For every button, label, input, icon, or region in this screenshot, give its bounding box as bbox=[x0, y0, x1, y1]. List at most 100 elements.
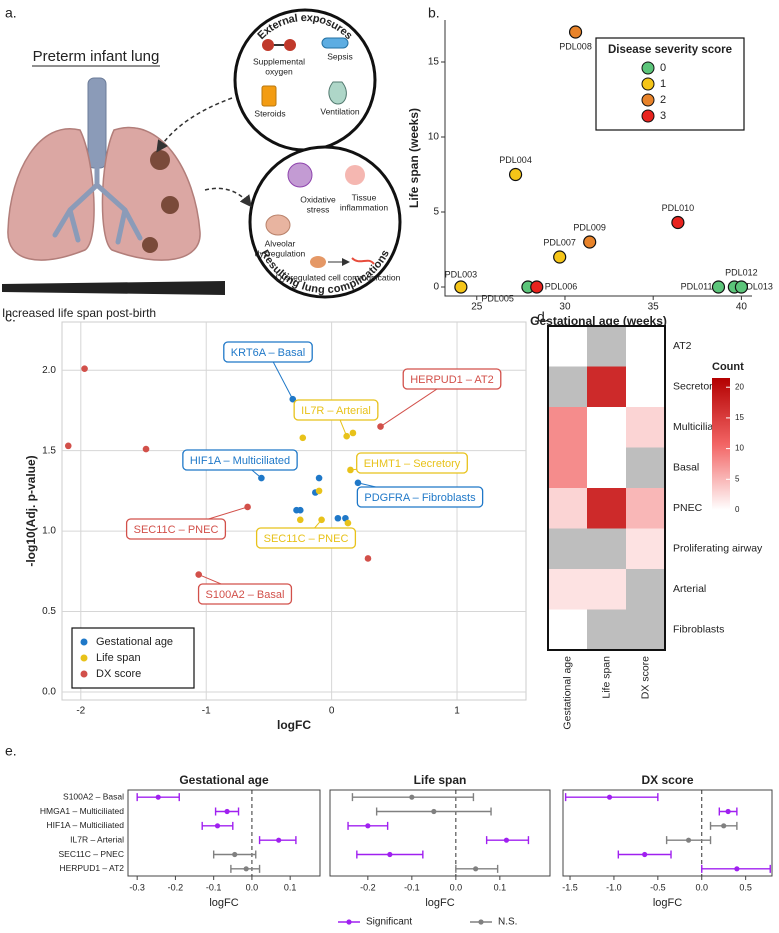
icon bbox=[345, 165, 365, 185]
estimate bbox=[503, 837, 510, 843]
dashed-arrow bbox=[156, 97, 233, 153]
lesion bbox=[142, 237, 158, 253]
complications-circle bbox=[248, 145, 402, 299]
lesion bbox=[161, 196, 179, 214]
trachea bbox=[87, 77, 107, 169]
annotation-text: SEC11C – PNEC bbox=[264, 533, 349, 545]
heat-cell bbox=[548, 569, 587, 610]
complication-item: Tissue bbox=[352, 192, 377, 202]
annotation: PDGFRA – Fibroblasts bbox=[356, 486, 484, 508]
annotation-text: PDGFRA – Fibroblasts bbox=[364, 492, 476, 504]
x-tick-label: 0.1 bbox=[284, 882, 297, 892]
legend-swatch bbox=[641, 93, 655, 107]
point-label: PDL008 bbox=[559, 41, 592, 51]
category-label: HMGA1 – Multiciliated bbox=[40, 806, 124, 816]
point bbox=[296, 506, 304, 514]
heat-cell bbox=[548, 326, 587, 367]
panel-label: c. bbox=[5, 309, 16, 325]
point bbox=[64, 442, 72, 450]
x-tick-label: 0 bbox=[329, 706, 335, 717]
annotation: KRT6A – Basal bbox=[223, 341, 313, 363]
icon bbox=[261, 85, 277, 107]
plot-frame bbox=[329, 789, 551, 877]
colorbar-tick-label: 10 bbox=[735, 444, 744, 453]
point bbox=[583, 235, 597, 249]
heat-cell bbox=[548, 447, 587, 488]
heat-cell bbox=[587, 528, 626, 569]
colorbar-tick-label: 0 bbox=[735, 505, 740, 514]
annotation-text: HIF1A – Multiciliated bbox=[190, 455, 290, 467]
y-tick-label: 1.0 bbox=[42, 526, 56, 537]
heatmap-frame bbox=[547, 325, 666, 651]
left-lung bbox=[7, 127, 95, 261]
legend-swatch bbox=[641, 77, 655, 91]
point-label: PDL004 bbox=[499, 155, 532, 165]
annotation-box bbox=[223, 341, 313, 363]
point bbox=[671, 215, 685, 230]
annotation: SEC11C – PNEC bbox=[255, 527, 357, 549]
colorbar bbox=[712, 378, 730, 510]
plot-frame bbox=[127, 789, 321, 877]
heat-cell bbox=[548, 528, 587, 569]
complication-item: Oxidative bbox=[300, 194, 336, 204]
annotation-text: SEC11C – PNEC bbox=[134, 524, 219, 536]
estimate bbox=[685, 837, 692, 843]
estimate bbox=[224, 808, 230, 815]
colorbar-tick-label: 5 bbox=[735, 474, 740, 483]
point bbox=[454, 280, 468, 294]
x-tick-label: -1 bbox=[202, 706, 211, 717]
y-tick-label: 0.5 bbox=[42, 606, 56, 617]
heat-cell bbox=[548, 366, 587, 407]
point bbox=[296, 516, 304, 524]
illustration-title: Preterm infant lung bbox=[33, 48, 160, 65]
estimate bbox=[365, 823, 371, 829]
exposure-item: Steroids bbox=[254, 108, 285, 118]
dashed-arrow bbox=[204, 187, 252, 208]
estimate bbox=[232, 851, 238, 858]
bronchi bbox=[52, 162, 143, 245]
point bbox=[530, 280, 544, 294]
legend-box bbox=[595, 37, 745, 131]
x-tick-label: -0.2 bbox=[360, 882, 376, 892]
annotation: S100A2 – Basal bbox=[197, 583, 293, 605]
x-tick-label: 35 bbox=[648, 302, 660, 313]
complication-item: inflammation bbox=[340, 202, 388, 212]
x-tick-label: 0.1 bbox=[494, 882, 507, 892]
point bbox=[315, 474, 323, 482]
point bbox=[377, 423, 384, 430]
icon bbox=[287, 162, 313, 188]
y-tick-label: 5 bbox=[433, 207, 439, 218]
x-tick-label: -0.1 bbox=[206, 882, 222, 892]
legend-swatch bbox=[641, 109, 655, 123]
icon bbox=[351, 257, 375, 265]
exposures-circle bbox=[233, 8, 377, 152]
complication-item: stress bbox=[307, 204, 330, 214]
x-tick-label: 25 bbox=[471, 302, 483, 313]
legend-label: Life span bbox=[96, 652, 141, 664]
point-label: PDL011 bbox=[681, 281, 713, 291]
row-label: Fibroblasts bbox=[673, 624, 724, 636]
point-label: PDL009 bbox=[573, 222, 606, 232]
x-tick-label: 0.0 bbox=[695, 882, 708, 892]
estimate bbox=[642, 851, 648, 858]
heat-cell bbox=[626, 569, 665, 610]
heat-cell bbox=[548, 407, 587, 448]
point bbox=[142, 445, 150, 453]
row-label: PNEC bbox=[673, 502, 703, 514]
annotation: SEC11C – PNEC bbox=[125, 518, 227, 540]
heat-cell bbox=[587, 569, 626, 610]
legend-label: 1 bbox=[660, 78, 666, 90]
column-label: Life span bbox=[600, 656, 612, 699]
estimate bbox=[243, 866, 249, 872]
annotation: HERPUD1 – AT2 bbox=[402, 368, 502, 390]
point-label: PDL003 bbox=[445, 269, 478, 279]
icon bbox=[284, 39, 296, 51]
point bbox=[344, 519, 352, 527]
category-label: IL7R – Arterial bbox=[70, 834, 124, 844]
heat-cell bbox=[626, 528, 665, 569]
heat-cell bbox=[626, 326, 665, 367]
annotation-box bbox=[255, 527, 357, 549]
point bbox=[289, 395, 297, 403]
heat-cell bbox=[587, 326, 626, 367]
heat-cell bbox=[587, 447, 626, 488]
